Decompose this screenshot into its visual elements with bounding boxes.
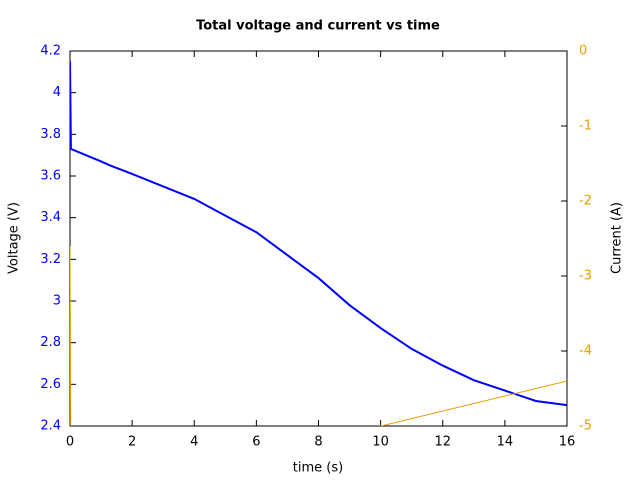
chart-title: Total voltage and current vs time — [196, 19, 440, 34]
y-axis-label: Voltage (V) — [7, 202, 22, 274]
y-tick-label: 2.8 — [40, 335, 61, 350]
y2-tick-label: -2 — [579, 194, 592, 209]
series-line — [70, 61, 567, 407]
x-tick-label: 12 — [434, 435, 451, 450]
y-tick-label: 3.4 — [40, 210, 61, 225]
y2-tick-label: -1 — [579, 119, 592, 134]
y2-tick-label: -4 — [579, 344, 592, 359]
y-tick-label: 3.6 — [40, 169, 61, 184]
y2-tick-label: 0 — [579, 44, 587, 59]
y-tick-label: 3.2 — [40, 252, 61, 267]
x-tick-label: 2 — [128, 435, 136, 450]
y-tick-label: 3 — [53, 294, 61, 309]
x-tick-label: 0 — [66, 435, 74, 450]
y-tick-label: 4 — [53, 85, 61, 100]
y-tick-label: 4.2 — [40, 44, 61, 59]
series-line — [70, 245, 567, 426]
plot-frame — [69, 50, 568, 427]
y-tick-label: 2.4 — [40, 419, 61, 434]
y-tick-label: 2.6 — [40, 377, 61, 392]
x-tick-label: 16 — [559, 435, 576, 450]
y2-tick-label: -5 — [579, 419, 592, 434]
y-tick-label: 3.8 — [40, 127, 61, 142]
x-tick-label: 14 — [497, 435, 514, 450]
y2-tick-label: -3 — [579, 269, 592, 284]
x-tick-label: 8 — [314, 435, 322, 450]
x-tick-label: 10 — [372, 435, 389, 450]
x-tick-label: 4 — [190, 435, 198, 450]
plot-area — [70, 61, 567, 426]
x-axis-label: time (s) — [293, 461, 343, 476]
y2-axis-label: Current (A) — [610, 202, 625, 274]
x-tick-label: 6 — [252, 435, 260, 450]
